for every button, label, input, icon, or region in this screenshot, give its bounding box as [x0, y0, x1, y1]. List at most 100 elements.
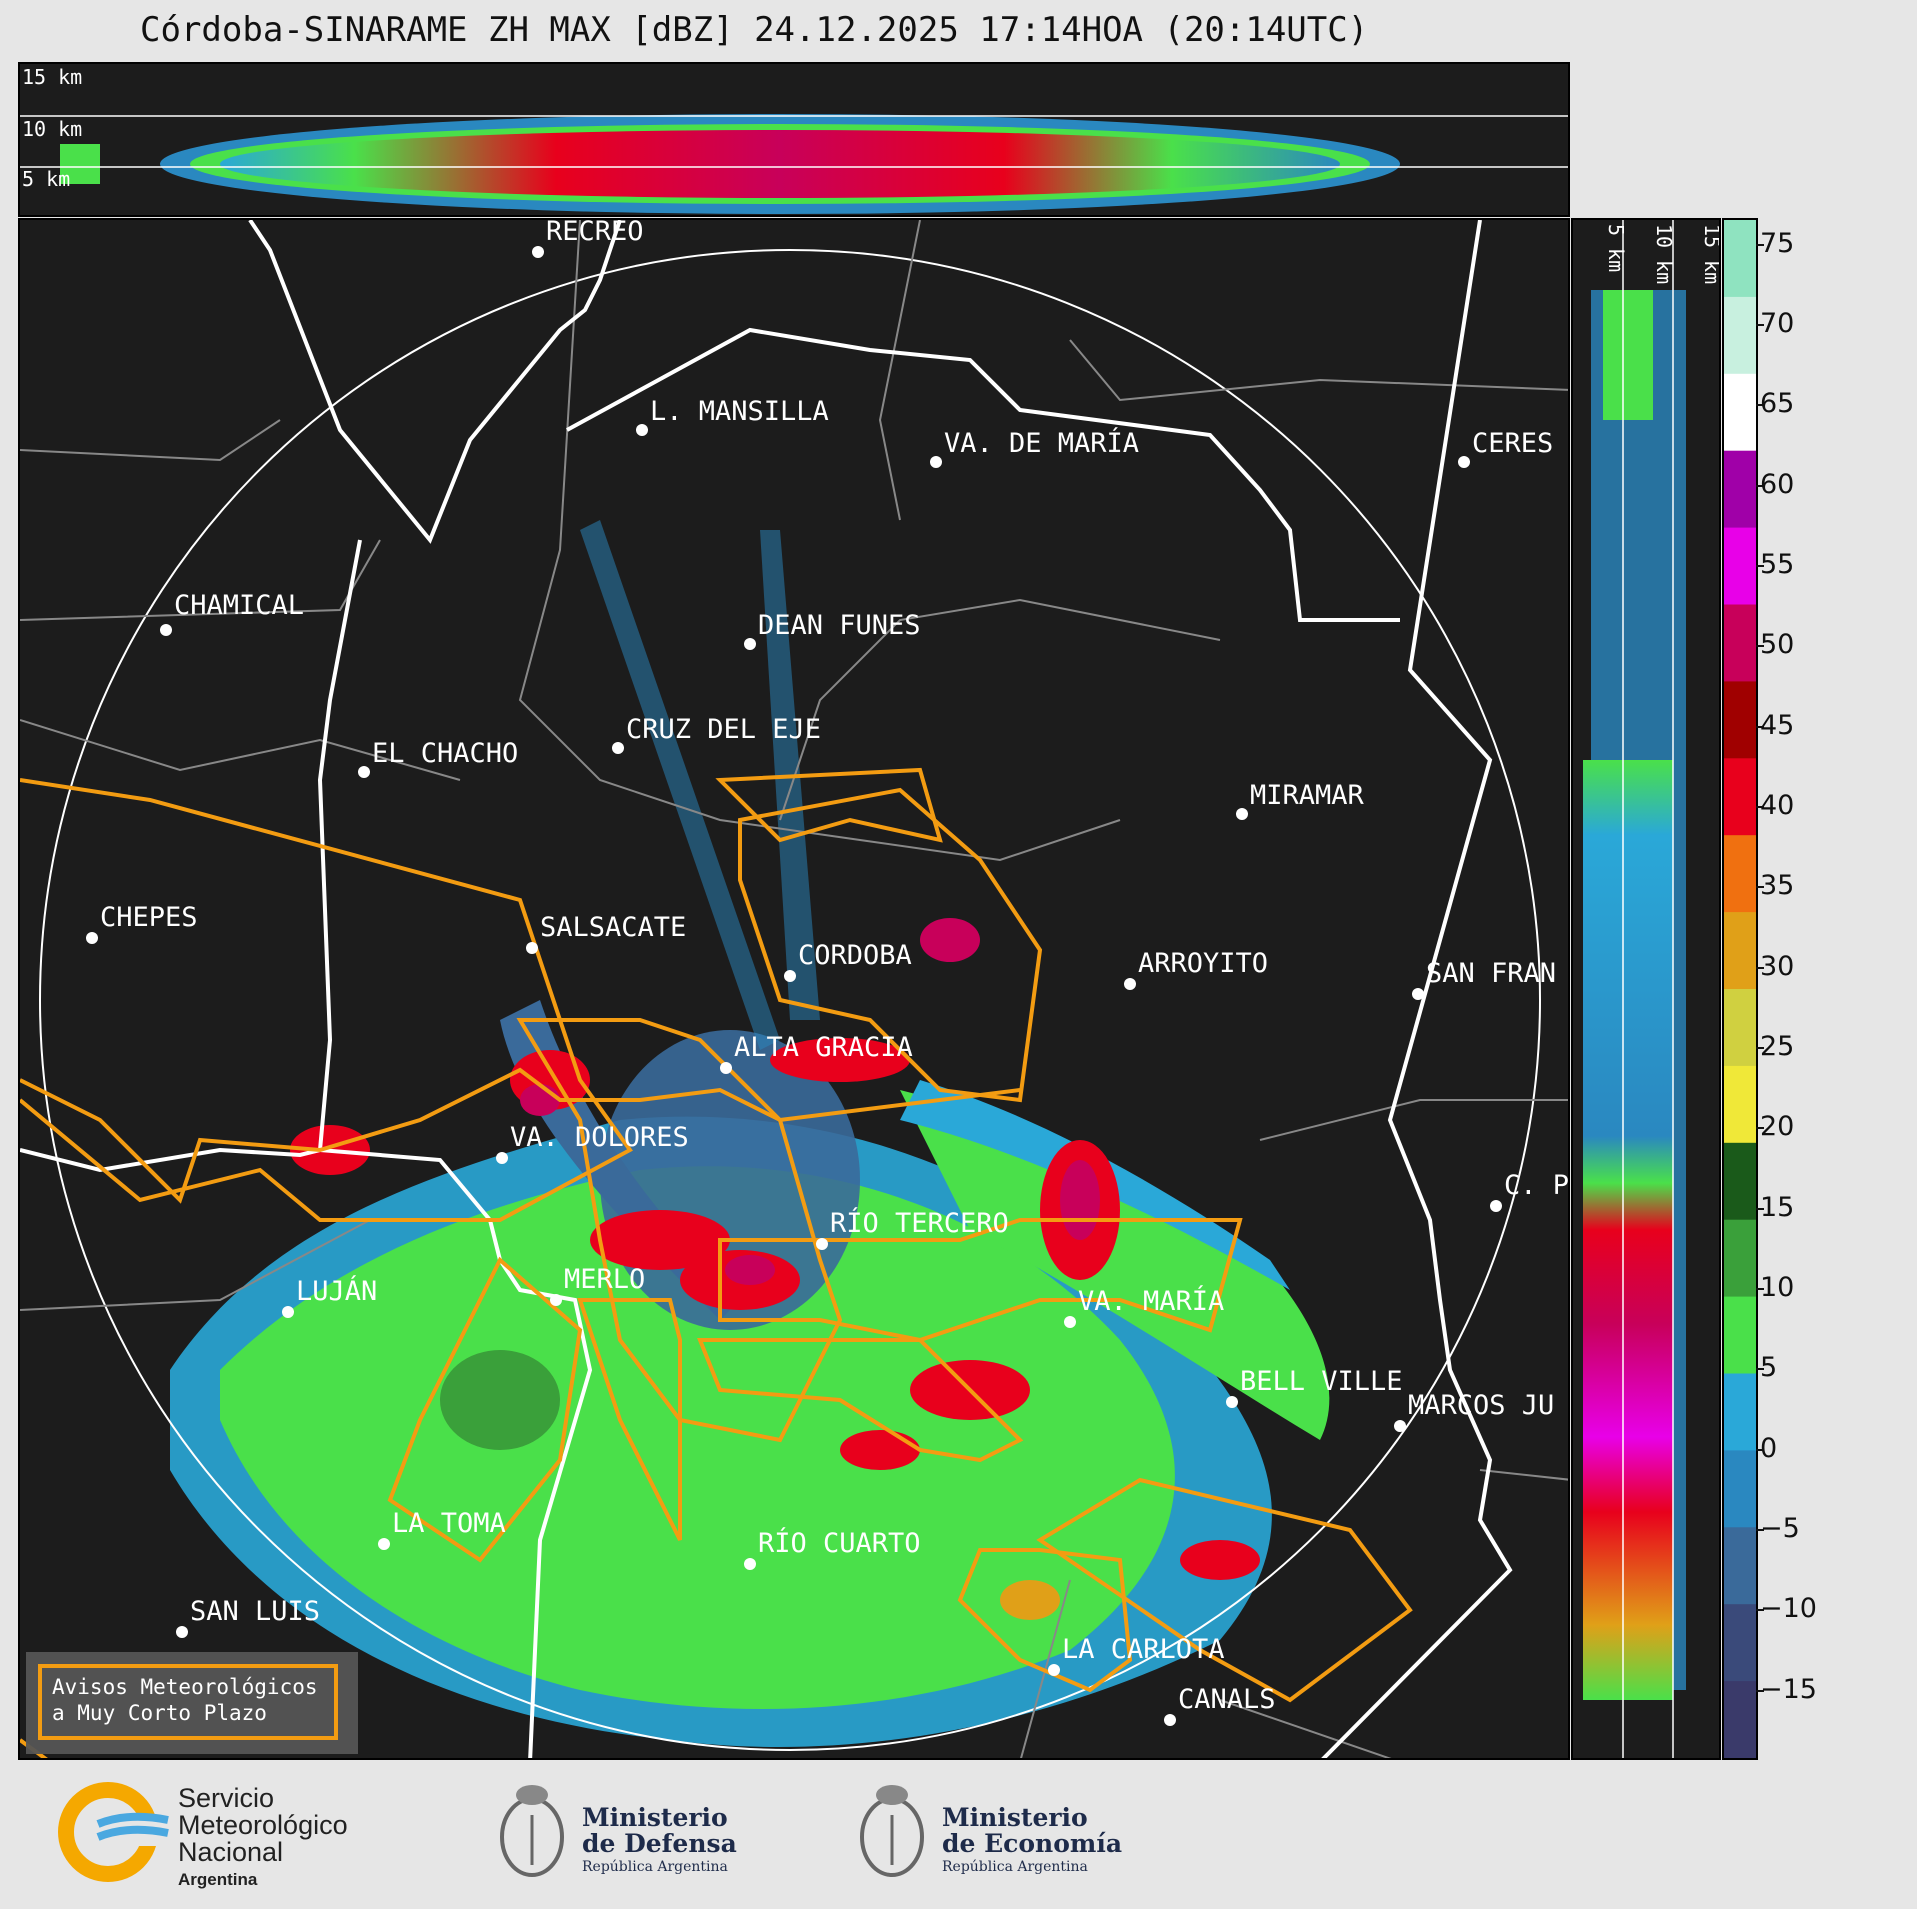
side-label-5km: 5 km: [1604, 224, 1628, 272]
city-label: CHEPES: [100, 902, 198, 933]
top-label-15km: 15 km: [22, 65, 82, 89]
colorbar: [1722, 218, 1758, 1760]
city-label: SALSACATE: [540, 912, 686, 943]
colorbar-band: [1724, 681, 1756, 760]
colorbar-strip: [1724, 220, 1756, 1759]
warnings-legend: Avisos Meteorológicos a Muy Corto Plazo: [38, 1664, 338, 1740]
colorbar-band: [1724, 1219, 1756, 1298]
colorbar-band: [1724, 527, 1756, 606]
chart-title: Córdoba-SINARAME ZH MAX [dBZ] 24.12.2025…: [140, 10, 1369, 50]
city-label: LA TOMA: [392, 1508, 506, 1539]
colorbar-band: [1724, 604, 1756, 683]
colorbar-band: [1724, 1604, 1756, 1683]
city-label: ARROYITO: [1138, 948, 1268, 979]
economia-line-1: Ministerio: [942, 1803, 1088, 1832]
city-label: MIRAMAR: [1250, 780, 1365, 811]
economia-text: Ministerio de Economía República Argenti…: [942, 1805, 1122, 1877]
legend-line-2: a Muy Corto Plazo: [52, 1701, 267, 1725]
city-label: LUJÁN: [296, 1275, 377, 1307]
side-label-15km: 15 km: [1700, 224, 1721, 284]
city-label: CRUZ DEL EJE: [626, 714, 821, 745]
top-cross-section-image: 15 km 10 km 5 km: [20, 65, 1568, 214]
colorbar-tick: 60: [1755, 469, 1795, 500]
colorbar-tick: 30: [1755, 951, 1795, 982]
city-label: ALTA GRACIA: [734, 1032, 913, 1063]
city-label: RECREO: [546, 220, 644, 247]
city-label: DEAN FUNES: [758, 610, 921, 641]
city-label: MERLO: [564, 1264, 645, 1295]
city-label: SAN LUIS: [190, 1596, 320, 1627]
colorbar-tick: 55: [1755, 549, 1795, 580]
top-cross-section: 15 km 10 km 5 km: [18, 62, 1570, 217]
colorbar-band: [1724, 758, 1756, 837]
city-label: VA. DOLORES: [510, 1122, 689, 1153]
colorbar-band: [1724, 1527, 1756, 1606]
city-label: BELL VILLE: [1240, 1366, 1403, 1397]
defensa-text: Ministerio de Defensa República Argentin…: [582, 1805, 737, 1877]
city-label: C. P: [1504, 1170, 1569, 1201]
city-label: SAN FRAN: [1426, 958, 1556, 989]
colorbar-tick: 70: [1755, 308, 1795, 339]
defensa-seal-icon: [495, 1775, 570, 1899]
colorbar-band: [1724, 912, 1756, 990]
smn-line-3: Nacional: [178, 1837, 284, 1867]
city-label: CORDOBA: [798, 940, 912, 971]
colorbar-band: [1724, 296, 1756, 375]
colorbar-tick: −5: [1756, 1513, 1800, 1544]
smn-line-2: Meteorológico: [178, 1810, 348, 1840]
defensa-line-3: República Argentina: [582, 1859, 728, 1875]
top-label-5km: 5 km: [22, 167, 70, 191]
economia-line-3: República Argentina: [942, 1859, 1088, 1875]
colorbar-tick: −15: [1756, 1674, 1817, 1705]
city-label: EL CHACHO: [372, 738, 518, 769]
colorbar-band: [1724, 1296, 1756, 1375]
city-label: VA. DE MARÍA: [944, 427, 1139, 459]
colorbar-tick: 15: [1755, 1192, 1795, 1223]
colorbar-band: [1724, 989, 1756, 1067]
side-label-10km: 10 km: [1652, 224, 1676, 284]
smn-logo-icon: [58, 1782, 178, 1882]
colorbar-band: [1724, 1681, 1756, 1759]
smn-line-1: Servicio: [178, 1783, 275, 1813]
city-label: CANALS: [1178, 1684, 1276, 1715]
legend-line-1: Avisos Meteorológicos: [52, 1675, 318, 1699]
colorbar-tick: 0: [1755, 1433, 1778, 1464]
colorbar-tick: 50: [1755, 629, 1795, 660]
city-label: CERES: [1472, 428, 1553, 459]
radar-map-image: RECREO L. MANSILLA VA. DE MARÍA CERES CH…: [20, 220, 1569, 1758]
side-cross-section: 5 km 10 km 15 km: [1571, 218, 1721, 1760]
colorbar-tick: 25: [1755, 1031, 1795, 1062]
colorbar-tick: 5: [1755, 1352, 1778, 1383]
defensa-line-1: Ministerio: [582, 1803, 728, 1832]
radar-map: RECREO L. MANSILLA VA. DE MARÍA CERES CH…: [18, 218, 1570, 1760]
defensa-line-2: de Defensa: [582, 1829, 737, 1858]
colorbar-tick: 40: [1755, 790, 1795, 821]
economia-line-2: de Economía: [942, 1829, 1123, 1858]
colorbar-tick: 65: [1755, 388, 1795, 419]
colorbar-band: [1724, 373, 1756, 452]
city-label: L. MANSILLA: [650, 396, 829, 427]
colorbar-band: [1724, 1373, 1756, 1452]
colorbar-tick: 45: [1755, 710, 1795, 741]
side-cross-section-image: 5 km 10 km 15 km: [1583, 220, 1721, 1758]
city-label: LA CARLOTA: [1062, 1634, 1225, 1665]
economia-seal-icon: [855, 1775, 930, 1899]
colorbar-band: [1724, 450, 1756, 529]
city-label: RÍO CUARTO: [758, 1527, 921, 1559]
colorbar-band: [1724, 1065, 1756, 1144]
colorbar-tick: 10: [1755, 1272, 1795, 1303]
colorbar-tick: 20: [1755, 1111, 1795, 1142]
city-label: MARCOS JU: [1408, 1390, 1554, 1421]
colorbar-band: [1724, 1450, 1756, 1529]
smn-line-4: Argentina: [178, 1870, 258, 1889]
colorbar-band: [1724, 835, 1756, 914]
colorbar-tick: 35: [1755, 870, 1795, 901]
colorbar-band: [1724, 220, 1756, 298]
colorbar-band: [1724, 1142, 1756, 1221]
colorbar-tick: −10: [1756, 1593, 1817, 1624]
top-label-10km: 10 km: [22, 117, 82, 141]
city-label: RÍO TERCERO: [830, 1207, 1009, 1239]
colorbar-tick: 75: [1755, 228, 1795, 259]
city-label: CHAMICAL: [174, 590, 304, 621]
smn-logo-text: Servicio Meteorológico Nacional Argentin…: [178, 1785, 348, 1893]
